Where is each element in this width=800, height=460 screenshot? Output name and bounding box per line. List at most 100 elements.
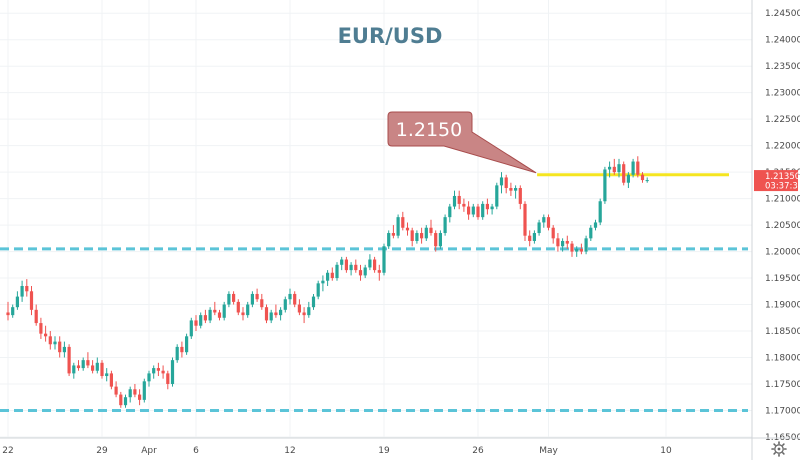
candle-body — [570, 243, 574, 252]
y-tick-label: 1.20000 — [765, 248, 800, 258]
candle-body — [161, 370, 165, 374]
candle-body — [123, 397, 128, 406]
candle-body — [565, 240, 569, 244]
candle-body — [62, 346, 66, 353]
candle-body — [424, 227, 428, 239]
candle-body — [109, 373, 113, 387]
candle-body — [91, 365, 95, 371]
candle-body — [514, 188, 518, 191]
x-tick-label: 26 — [472, 446, 484, 456]
callout-label: 1.2150 — [396, 119, 462, 141]
candle-body — [29, 291, 34, 310]
candle-body — [142, 381, 146, 400]
candle-body — [255, 293, 259, 300]
candle-body — [410, 230, 414, 241]
candle-body — [462, 203, 466, 207]
y-tick-label: 1.18500 — [765, 327, 800, 337]
y-tick-label: 1.19500 — [765, 274, 800, 284]
candle-body — [241, 312, 245, 316]
candle-body — [283, 299, 287, 310]
candle-body — [166, 373, 170, 384]
candle-body — [490, 206, 494, 210]
candle-body — [6, 312, 10, 316]
candle-body — [561, 240, 565, 247]
candle-body — [645, 180, 649, 182]
candle-body — [471, 206, 475, 215]
callout-box — [387, 111, 537, 174]
candle-body — [208, 309, 212, 321]
candlestick-series — [6, 156, 649, 408]
candle-body — [636, 161, 640, 175]
candle-body — [382, 246, 386, 273]
candle-body — [523, 203, 527, 236]
y-tick-label: 1.18000 — [765, 353, 800, 363]
candle-body — [288, 293, 292, 300]
candle-body — [452, 195, 457, 207]
candle-body — [434, 233, 438, 247]
candle-body — [495, 185, 499, 207]
candle-body — [584, 238, 588, 252]
candle-body — [147, 373, 151, 382]
candle-body — [25, 285, 29, 292]
candle-body — [617, 164, 621, 173]
candle-body — [528, 235, 532, 241]
candle-body — [11, 307, 15, 316]
candle-body — [48, 336, 52, 345]
candle-body — [391, 233, 395, 236]
candle-body — [476, 206, 480, 218]
candle-body — [499, 177, 504, 186]
candle-body — [39, 323, 43, 334]
candle-body — [293, 293, 297, 305]
x-tick-label: May — [539, 446, 558, 456]
candle-body — [119, 394, 123, 406]
candle-body — [481, 203, 485, 218]
candle-body — [589, 227, 593, 239]
candle-body — [358, 270, 363, 276]
y-tick-label: 1.17000 — [765, 406, 800, 416]
candle-body — [405, 227, 410, 231]
candle-body — [537, 222, 541, 234]
candle-body — [532, 233, 536, 241]
candle-body — [185, 336, 189, 353]
candle-body — [575, 248, 579, 252]
candle-body — [354, 264, 358, 271]
candle-body — [222, 304, 226, 318]
candle-body — [368, 259, 372, 268]
candle-body — [340, 259, 344, 265]
candle-body — [95, 362, 99, 371]
candle-body — [335, 264, 339, 279]
candle-body — [429, 227, 433, 234]
candle-body — [443, 217, 447, 234]
y-tick-label: 1.22500 — [765, 115, 800, 125]
candle-body — [593, 222, 598, 228]
candle-body — [15, 296, 19, 308]
grid — [0, 0, 752, 438]
x-tick-label: Apr — [141, 446, 157, 456]
price-tag-bg — [754, 170, 798, 192]
candle-body — [114, 386, 118, 395]
candle-body — [438, 233, 442, 247]
candle-body — [326, 272, 330, 281]
candle-body — [128, 389, 132, 398]
candle-body — [321, 280, 325, 284]
candle-body — [236, 301, 240, 313]
candle-body — [133, 389, 137, 395]
x-tick-label: 19 — [378, 446, 390, 456]
chart-title: EUR/USD — [338, 24, 443, 48]
candle-body — [316, 283, 320, 297]
x-tick-label: 12 — [284, 446, 295, 456]
candle-body — [551, 227, 555, 239]
candle-body — [344, 259, 348, 271]
candle-body — [640, 174, 645, 181]
candle-body — [363, 267, 367, 276]
last-price-countdown: 03:37:36 — [765, 182, 800, 192]
candle-body — [156, 368, 160, 371]
candle-body — [274, 312, 278, 316]
gear-icon[interactable] — [771, 441, 787, 457]
candle-body — [203, 315, 207, 321]
candle-body — [612, 166, 616, 173]
candle-body — [546, 217, 551, 228]
candle-body — [542, 217, 546, 223]
